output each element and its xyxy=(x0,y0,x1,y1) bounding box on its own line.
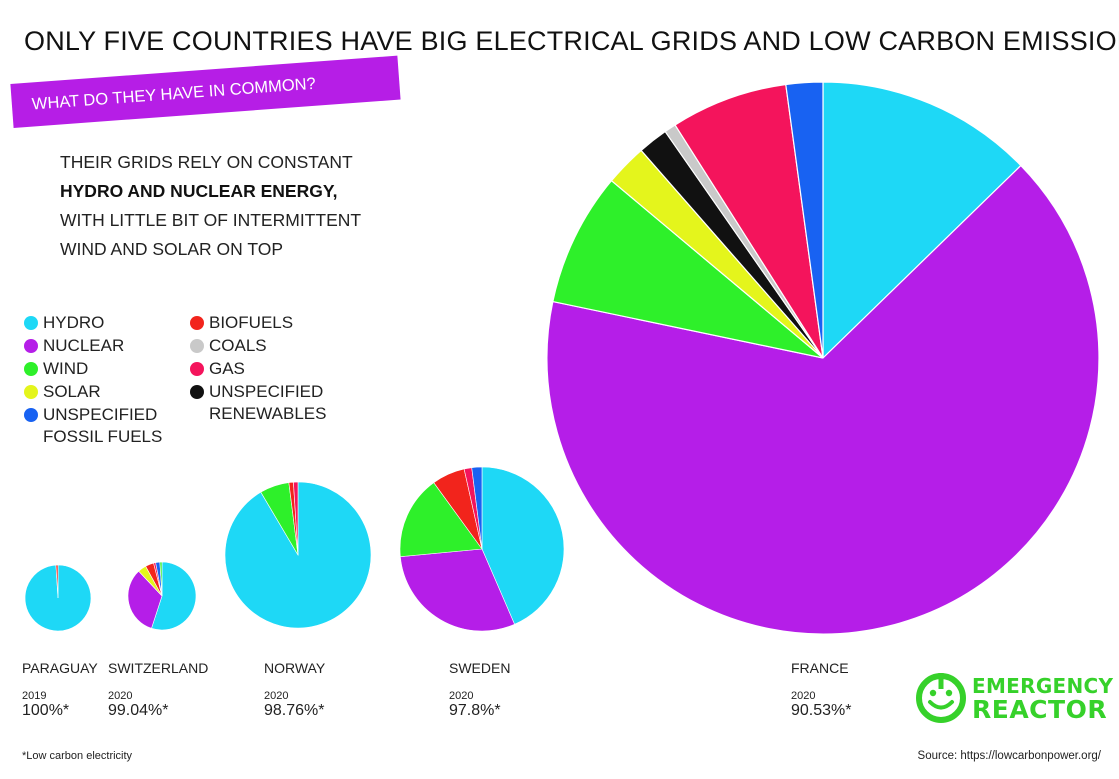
pie-slice-hydro xyxy=(481,466,565,625)
legend-label: SOLAR xyxy=(43,382,101,401)
pie-sweden xyxy=(399,466,565,632)
legend-swatch xyxy=(190,385,204,399)
country-year: 2020 xyxy=(264,690,289,702)
legend-item-unspecified-fossil-fuels: UNSPECIFIED FOSSIL FUELS xyxy=(24,404,162,448)
country-year: 2020 xyxy=(449,690,474,702)
country-name: NORWAY xyxy=(264,660,326,676)
country-year: 2019 xyxy=(22,690,47,702)
country-name: PARAGUAY xyxy=(22,660,98,676)
country-name: SWEDEN xyxy=(449,660,511,676)
country-year: 2020 xyxy=(108,690,133,702)
legend-swatch xyxy=(24,362,38,376)
legend-label: NUCLEAR xyxy=(43,336,125,355)
country-name: SWITZERLAND xyxy=(108,660,209,676)
low-carbon-share: 98.76%* xyxy=(264,702,325,719)
pie-slice-nuclear xyxy=(127,570,163,629)
legend-swatch xyxy=(24,316,38,330)
country-label-norway: NORWAY 2020 98.76%* xyxy=(264,660,325,720)
chart-title: ONLY FIVE COUNTRIES HAVE BIG ELECTRICAL … xyxy=(24,26,1119,56)
legend-item-nuclear: NUCLEAR xyxy=(24,335,124,357)
pie-slice-hydro xyxy=(151,561,197,631)
country-label-paraguay: PARAGUAY 2019 100%* xyxy=(22,660,98,720)
country-label-sweden: SWEDEN 2020 97.8%* xyxy=(449,660,510,720)
pie-slice-hydro xyxy=(822,81,1022,360)
legend-label: BIOFUELS xyxy=(209,313,294,332)
legend-label: UNSPECIFIED RENEWABLES xyxy=(209,382,327,423)
pie-slice-wind xyxy=(399,482,483,558)
subtext-line-3: WITH LITTLE BIT OF INTERMITTENT xyxy=(60,210,362,230)
power-icon xyxy=(916,673,966,723)
pie-france xyxy=(546,81,1100,635)
pie-paraguay xyxy=(24,564,92,632)
pie-slice-nuclear xyxy=(546,164,1100,635)
legend-label: COALS xyxy=(209,336,267,355)
pie-norway xyxy=(224,481,372,629)
pie-slice-gas xyxy=(293,481,299,556)
legend-item-biofuels: BIOFUELS xyxy=(190,312,293,334)
pie-slice-biofuels xyxy=(55,564,59,599)
country-label-france: FRANCE 2020 90.53%* xyxy=(791,660,852,720)
legend-item-gas: GAS xyxy=(190,358,245,380)
emergency-reactor-logo: EMERGENCY REACTOR xyxy=(916,673,1113,723)
source-note: Source: https://lowcarbonpower.org/ xyxy=(917,750,1101,762)
pie-slice-gas xyxy=(674,83,824,359)
legend-swatch xyxy=(190,362,204,376)
logo-line-2: REACTOR xyxy=(972,695,1108,724)
pie-slice-unspecified-fossil-fuels xyxy=(471,466,483,550)
low-carbon-share: 97.8%* xyxy=(449,702,501,719)
footnote: *Low carbon electricity xyxy=(22,750,133,762)
legend-swatch xyxy=(24,385,38,399)
legend-item-hydro: HYDRO xyxy=(24,312,104,334)
low-carbon-share: 99.04%* xyxy=(108,702,169,719)
pie-slice-nuclear xyxy=(400,548,515,632)
country-name: FRANCE xyxy=(791,660,849,676)
subtext-line-4: WIND AND SOLAR ON TOP xyxy=(60,239,284,259)
pie-switzerland xyxy=(127,561,197,631)
low-carbon-share: 90.53%* xyxy=(791,702,852,719)
legend-label: GAS xyxy=(209,359,245,378)
legend-swatch xyxy=(190,339,204,353)
subtext-block: THEIR GRIDS RELY ON CONSTANT HYDRO AND N… xyxy=(60,148,361,264)
low-carbon-share: 100%* xyxy=(22,702,70,719)
country-year: 2020 xyxy=(791,690,816,702)
country-label-switzerland: SWITZERLAND 2020 99.04%* xyxy=(108,660,208,720)
legend-item-coals: COALS xyxy=(190,335,267,357)
legend-item-wind: WIND xyxy=(24,358,88,380)
legend-swatch xyxy=(190,316,204,330)
subtext-line-1: THEIR GRIDS RELY ON CONSTANT xyxy=(60,152,353,172)
legend-swatch xyxy=(24,339,38,353)
logo-line-1: EMERGENCY xyxy=(972,674,1114,698)
pie-slice-wind xyxy=(159,561,163,597)
logo-text: EMERGENCY REACTOR xyxy=(972,674,1113,722)
legend-label: UNSPECIFIED FOSSIL FUELS xyxy=(43,405,163,446)
legend-item-unspecified-renewables: UNSPECIFIED RENEWABLES xyxy=(190,381,326,425)
pie-slice-wind xyxy=(552,179,824,359)
legend-label: HYDRO xyxy=(43,313,105,332)
legend-swatch xyxy=(24,408,38,422)
legend-item-solar: SOLAR xyxy=(24,381,101,403)
legend-label: WIND xyxy=(43,359,89,378)
subtext-line-2: HYDRO AND NUCLEAR ENERGY, xyxy=(60,181,338,201)
pie-slice-unspecified-fossil-fuels xyxy=(785,81,824,359)
